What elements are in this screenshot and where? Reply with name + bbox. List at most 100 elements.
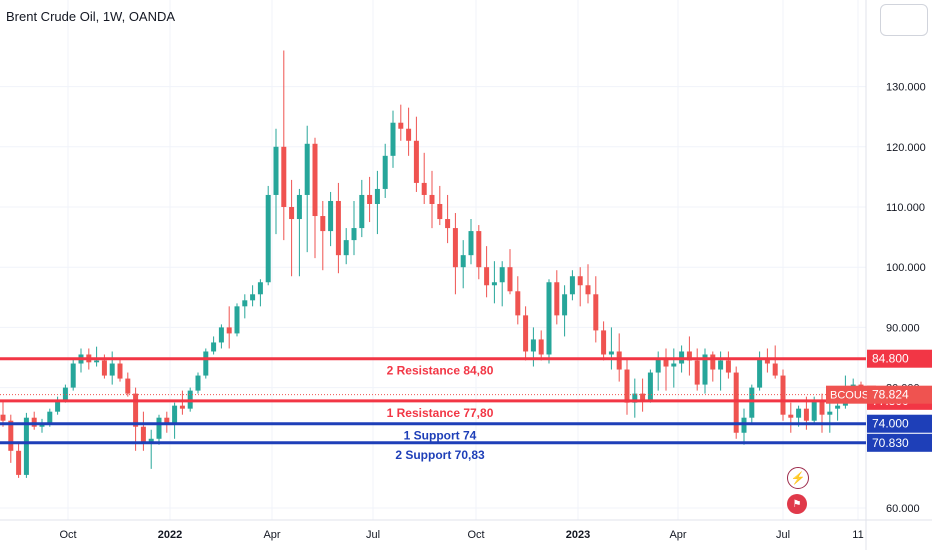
candle: [125, 372, 131, 397]
chart-title: Brent Crude Oil, 1W, OANDA: [6, 9, 176, 24]
y-tick-label: 120.000: [886, 142, 926, 154]
candle-body: [312, 143, 318, 217]
candle-body: [203, 351, 209, 376]
candle-body: [803, 408, 809, 421]
candle-body: [429, 194, 435, 204]
candle: [686, 336, 692, 376]
candle-body: [671, 363, 677, 367]
resistance-price-label: 84.800: [872, 352, 909, 366]
candle: [203, 348, 209, 379]
candle-body: [718, 360, 724, 370]
candle-body: [585, 285, 591, 295]
candle: [601, 321, 607, 361]
symbol-label: BCOUSD: [830, 390, 877, 402]
candle: [179, 390, 185, 415]
candle: [172, 402, 178, 439]
candle: [374, 170, 380, 235]
candle: [608, 327, 614, 370]
last-price-tag: [867, 385, 932, 404]
candle: [398, 104, 404, 141]
candle-body: [647, 372, 653, 400]
candle: [211, 336, 217, 355]
candle-body: [94, 360, 100, 363]
candle-body: [749, 387, 755, 418]
candle: [312, 137, 318, 259]
candle-body: [562, 294, 568, 316]
candle-body: [819, 399, 825, 415]
candle: [523, 306, 529, 361]
candle-body: [374, 188, 380, 204]
candle-body: [148, 438, 154, 442]
candle-body: [796, 408, 802, 418]
us-flag-icon[interactable]: ⚑: [787, 494, 807, 514]
candle-body: [156, 417, 162, 439]
candle-body: [546, 282, 552, 355]
candle: [733, 366, 739, 439]
candle-body: [234, 306, 240, 334]
candle-body: [195, 375, 201, 391]
candle: [671, 348, 677, 388]
candle: [569, 270, 575, 301]
candle-body: [117, 363, 123, 379]
x-tick-label: 2022: [158, 529, 182, 541]
candle-body: [304, 143, 310, 195]
candle: [632, 378, 638, 418]
candle-body: [523, 315, 529, 352]
support-price-label: 74.000: [872, 417, 909, 431]
resistance-label: 1 Resistance 77,80: [387, 406, 494, 420]
candle: [491, 261, 497, 304]
candle: [328, 191, 334, 247]
y-tick-label: 60.000: [886, 503, 920, 515]
x-tick-label: Apr: [263, 529, 280, 541]
candle-body: [62, 387, 68, 400]
candle-body: [296, 194, 302, 220]
y-tick-label: 130.000: [886, 82, 926, 94]
candle-body: [0, 414, 6, 421]
candle: [343, 228, 349, 265]
toolbar-box[interactable]: [880, 4, 928, 36]
candle: [702, 348, 708, 394]
candle-body: [702, 354, 708, 385]
candle-body: [164, 417, 170, 424]
candle-body: [601, 330, 607, 355]
lightning-icon[interactable]: ⚡: [787, 467, 809, 489]
candle-body: [694, 360, 700, 385]
candle-body: [640, 393, 646, 400]
candle: [226, 306, 232, 349]
support-label: 1 Support 74: [404, 429, 477, 443]
candle-body: [468, 231, 474, 256]
candle-body: [31, 417, 37, 427]
candle: [663, 348, 669, 391]
candle-body: [125, 378, 131, 394]
candle: [265, 185, 271, 286]
candle: [749, 384, 755, 424]
candle: [289, 179, 295, 277]
candle: [647, 369, 653, 403]
candle-body: [109, 363, 115, 376]
candle-body: [421, 182, 427, 195]
candle-body: [733, 372, 739, 433]
candle-body: [484, 267, 490, 286]
candle: [538, 330, 544, 361]
support-label: 2 Support 70,83: [395, 448, 485, 462]
time-axis: Oct 2022 Apr Jul Oct 2023 Apr Jul 11: [59, 529, 863, 541]
candle-body: [624, 369, 630, 403]
candle-body: [16, 450, 22, 475]
candle: [8, 414, 14, 463]
candle: [413, 116, 419, 192]
candle-body: [257, 282, 263, 295]
candle: [109, 351, 115, 385]
candle-body: [835, 405, 841, 409]
last-price-label: 78.824: [872, 388, 909, 402]
candle-body: [827, 411, 833, 415]
candle: [39, 418, 45, 433]
candle: [562, 285, 568, 337]
candle-body: [140, 426, 146, 442]
candle: [577, 267, 583, 307]
candle-body: [764, 357, 770, 364]
candle: [421, 152, 427, 204]
candle-body: [133, 393, 139, 427]
candle: [445, 194, 451, 244]
candle-body: [460, 255, 466, 268]
